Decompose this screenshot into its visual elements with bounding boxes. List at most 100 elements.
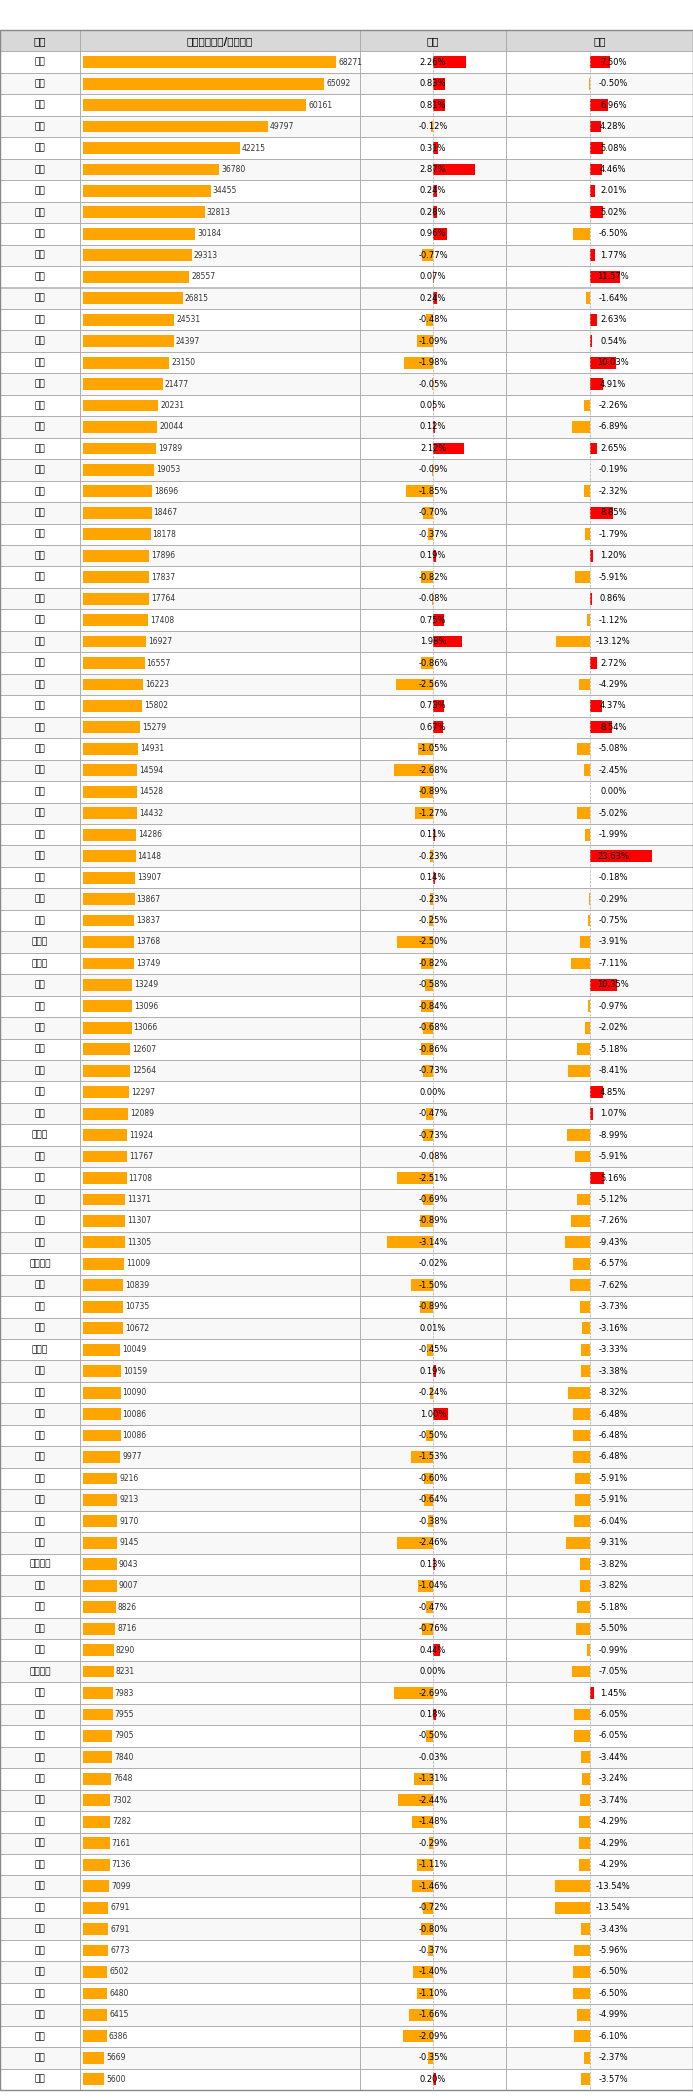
Bar (506, 502, 693, 523)
Bar (80, 330, 360, 353)
Text: 6415: 6415 (109, 2010, 128, 2020)
Bar (433, 1365, 436, 1378)
Bar (360, 781, 506, 802)
Bar (360, 1382, 506, 1403)
Bar (360, 1875, 506, 1896)
Bar (360, 630, 506, 653)
Bar (83, 1537, 117, 1548)
Bar (403, 2031, 433, 2043)
Bar (80, 1102, 360, 1124)
Bar (360, 1510, 506, 1533)
Bar (80, 1468, 360, 1489)
Bar (581, 2073, 590, 2085)
Bar (580, 1793, 590, 1806)
Bar (506, 1917, 693, 1940)
Bar (360, 74, 506, 94)
Bar (360, 309, 506, 330)
Text: 上海: 上海 (35, 57, 45, 67)
Bar (0, 1447, 80, 1468)
Bar (506, 1982, 693, 2003)
Bar (0, 1961, 80, 1982)
Bar (0, 244, 80, 267)
Text: 14148: 14148 (138, 853, 161, 861)
Bar (80, 395, 360, 416)
Text: -3.33%: -3.33% (599, 1346, 628, 1355)
Bar (506, 909, 693, 930)
Bar (80, 116, 360, 136)
Text: -5.18%: -5.18% (599, 1046, 628, 1054)
Bar (83, 872, 134, 884)
Bar (80, 1275, 360, 1296)
Bar (80, 181, 360, 202)
Bar (0, 481, 80, 502)
Text: 7840: 7840 (114, 1754, 134, 1762)
Bar (428, 2052, 433, 2064)
Bar (506, 1833, 693, 1854)
Bar (360, 609, 506, 630)
Bar (0, 567, 80, 588)
Text: 1.45%: 1.45% (600, 1688, 626, 1697)
Bar (506, 1703, 693, 1726)
Bar (360, 29, 506, 52)
Bar (587, 613, 590, 626)
Text: 无锡: 无锡 (35, 466, 45, 475)
Bar (360, 330, 506, 353)
Text: 60161: 60161 (308, 101, 332, 109)
Bar (360, 223, 506, 244)
Text: -6.48%: -6.48% (599, 1453, 628, 1462)
Text: 12564: 12564 (132, 1067, 156, 1075)
Text: 烟台: 烟台 (35, 1195, 45, 1203)
Bar (506, 1961, 693, 1982)
Bar (433, 1558, 435, 1571)
Bar (360, 374, 506, 395)
Bar (83, 1365, 121, 1378)
Text: 15279: 15279 (142, 722, 166, 733)
Bar (506, 1510, 693, 1533)
Bar (506, 737, 693, 760)
Text: 海口: 海口 (35, 508, 45, 517)
Bar (83, 1430, 121, 1441)
Bar (0, 437, 80, 460)
Bar (0, 760, 80, 781)
Text: 13096: 13096 (134, 1002, 158, 1010)
Text: 7282: 7282 (112, 1816, 132, 1827)
Bar (0, 1040, 80, 1060)
Bar (83, 1686, 113, 1699)
Bar (590, 271, 620, 284)
Text: 0.00%: 0.00% (420, 1667, 446, 1676)
Bar (506, 546, 693, 567)
Text: -3.14%: -3.14% (419, 1237, 448, 1247)
Bar (506, 1747, 693, 1768)
Bar (585, 1023, 590, 1033)
Bar (433, 1409, 448, 1420)
Text: 南昌: 南昌 (35, 788, 45, 796)
Bar (506, 823, 693, 846)
Text: 7161: 7161 (112, 1840, 131, 1848)
Text: 10090: 10090 (123, 1388, 147, 1397)
Bar (506, 1233, 693, 1254)
Bar (0, 867, 80, 888)
Bar (0, 1917, 80, 1940)
Bar (360, 781, 506, 802)
Bar (83, 2073, 104, 2085)
Text: 17408: 17408 (150, 615, 174, 624)
Text: -3.57%: -3.57% (599, 2075, 628, 2083)
Bar (0, 52, 80, 74)
Text: 14286: 14286 (138, 830, 162, 840)
Bar (506, 2048, 693, 2068)
Text: 0.05%: 0.05% (420, 401, 446, 410)
Bar (0, 1661, 80, 1682)
Text: -1.05%: -1.05% (419, 743, 448, 754)
Bar (0, 460, 80, 481)
Bar (0, 888, 80, 909)
Text: -9.43%: -9.43% (599, 1237, 628, 1247)
Bar (590, 1107, 593, 1119)
Bar (0, 1768, 80, 1789)
Text: 0.24%: 0.24% (420, 187, 446, 195)
Bar (0, 716, 80, 737)
Text: 4.46%: 4.46% (600, 166, 626, 174)
Bar (0, 1040, 80, 1060)
Bar (83, 850, 136, 861)
Text: 0.81%: 0.81% (420, 101, 446, 109)
Bar (360, 395, 506, 416)
